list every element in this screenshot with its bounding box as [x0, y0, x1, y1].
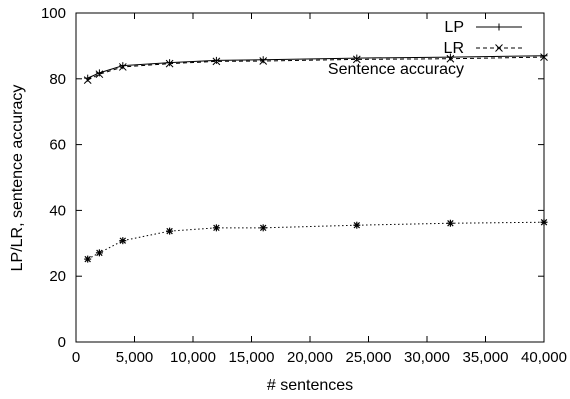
x-tick-label: 5,000	[116, 349, 154, 366]
x-tick-label: 40,000	[521, 349, 567, 366]
series-lp	[84, 52, 548, 82]
plot-area-border	[75, 12, 545, 343]
marker-stroke	[259, 224, 267, 232]
marker-stroke	[213, 224, 220, 232]
plot-frame	[75, 12, 545, 343]
series-line-sentence-accuracy	[87, 221, 545, 260]
y-tick-label: 100	[41, 5, 66, 22]
series-lines	[83, 52, 548, 263]
legend-label-sentence-accuracy: Sentence accuracy	[328, 61, 464, 78]
data-point-sentence-accuracy	[166, 227, 174, 235]
legend-marker-lp	[495, 23, 503, 31]
data-point-sentence-accuracy	[95, 249, 103, 257]
x-tick-label: 0	[72, 349, 80, 366]
data-point-lp	[540, 52, 548, 60]
marker-stroke	[540, 219, 548, 226]
y-tick-label: 0	[58, 334, 66, 351]
data-point-sentence-accuracy	[119, 237, 127, 245]
y-tick-label: 60	[49, 137, 66, 154]
legend-label-lr: LR	[444, 40, 464, 57]
marker-stroke	[259, 57, 268, 65]
data-point-sentence-accuracy	[446, 219, 454, 227]
data-point-sentence-accuracy	[353, 221, 361, 229]
marker-stroke	[96, 249, 103, 257]
data-point-lr	[212, 57, 221, 66]
data-point-lp	[353, 54, 361, 62]
y-tick-label: 80	[49, 71, 66, 88]
marker-stroke	[447, 220, 454, 227]
marker-stroke	[84, 255, 91, 263]
data-point-lp	[212, 56, 220, 64]
data-point-sentence-accuracy	[212, 224, 220, 232]
marker-stroke	[83, 76, 92, 84]
data-point-lp	[259, 56, 267, 64]
data-point-lp	[95, 69, 103, 77]
x-tick-label: 30,000	[404, 349, 450, 366]
data-point-lr	[95, 70, 104, 79]
marker-stroke	[118, 63, 127, 71]
x-tick-label: 15,000	[229, 349, 275, 366]
marker-stroke	[540, 53, 548, 61]
marker-stroke	[166, 227, 173, 235]
marker-stroke	[212, 57, 221, 66]
data-point-sentence-accuracy	[259, 224, 267, 232]
axis-ticks: 0 5,000 10,000 15,000 20,000 25,000 30,000 35,0…	[41, 5, 567, 366]
legend: LP LR Sentence accuracy	[328, 19, 522, 78]
x-tick-label: 10,000	[170, 349, 216, 366]
y-axis-title: LP/LR, sentence accuracy	[9, 85, 26, 272]
y-tick-label: 40	[49, 202, 66, 219]
marker-stroke	[446, 54, 455, 63]
y-tick-label: 20	[49, 268, 66, 285]
x-tick-label: 25,000	[346, 349, 392, 366]
data-point-lp	[166, 59, 174, 67]
legend-marker-lr	[495, 44, 503, 52]
marker-stroke	[352, 55, 361, 64]
marker-stroke	[165, 59, 174, 68]
marker-stroke	[353, 221, 361, 229]
data-point-lr	[118, 63, 127, 71]
data-point-lp	[119, 62, 127, 70]
data-point-lr	[540, 53, 548, 61]
marker-stroke	[119, 237, 127, 244]
series-lr	[83, 53, 548, 84]
data-point-lr	[446, 54, 455, 63]
marker-stroke	[495, 44, 503, 52]
series-line-lr	[87, 56, 545, 81]
data-point-sentence-accuracy	[540, 218, 548, 226]
legend-label-lp: LP	[444, 19, 464, 36]
series-line-lp	[87, 55, 545, 79]
x-tick-label: 20,000	[287, 349, 333, 366]
x-tick-label: 35,000	[463, 349, 509, 366]
marker-stroke	[95, 70, 104, 79]
data-point-lr	[83, 76, 92, 84]
data-point-lr	[259, 57, 268, 65]
data-point-lr	[165, 59, 174, 68]
data-point-lr	[352, 55, 361, 64]
series-sentence-accuracy	[84, 218, 548, 263]
data-point-sentence-accuracy	[84, 255, 92, 263]
x-axis-title: # sentences	[267, 377, 353, 394]
